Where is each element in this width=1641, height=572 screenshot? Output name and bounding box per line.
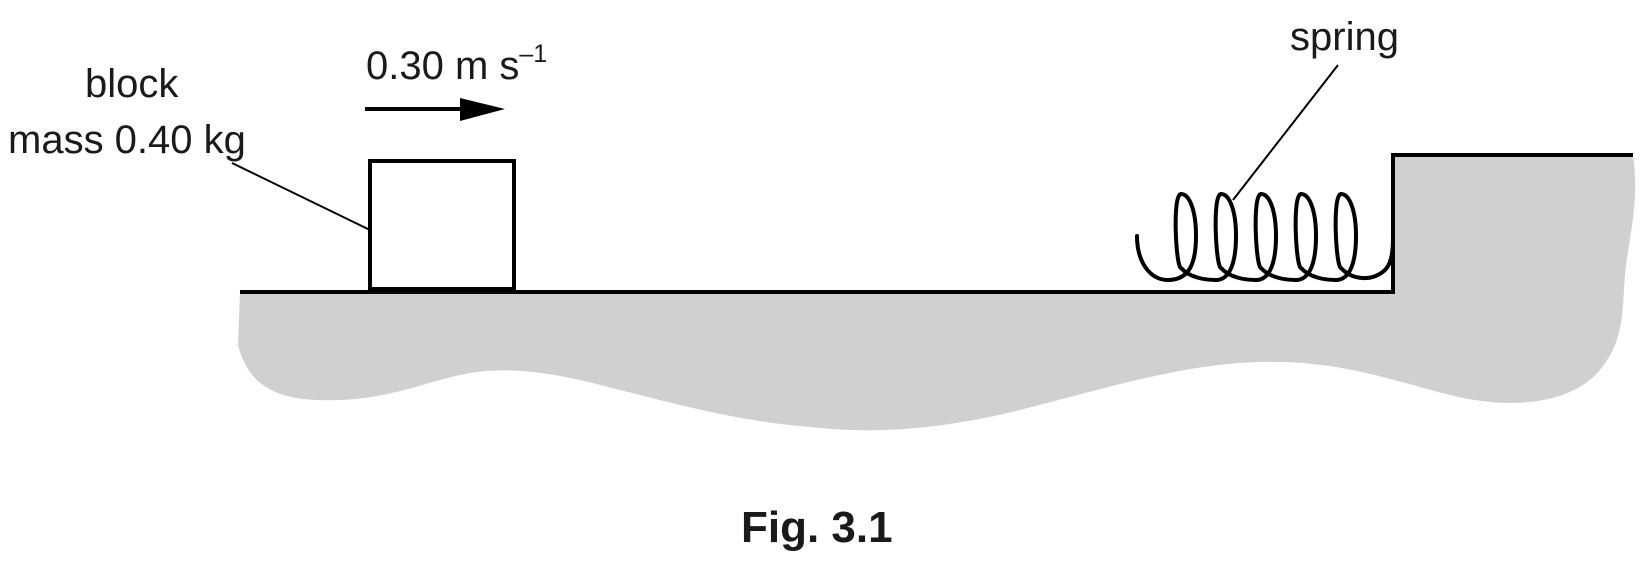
spring-leader-line (1232, 64, 1339, 201)
velocity-value: 0.30 m s (366, 44, 520, 88)
block-mass-label: mass 0.40 kg (8, 118, 246, 162)
block-leader-line (231, 162, 371, 231)
block (368, 159, 516, 291)
figure-caption: Fig. 3.1 (741, 503, 893, 552)
velocity-exponent: –1 (519, 40, 548, 68)
velocity-arrow-head (460, 98, 505, 121)
spring-label: spring (1290, 15, 1399, 59)
surface-line (240, 153, 1633, 294)
velocity-label: 0.30 m s–1 (366, 42, 547, 89)
block-label-line1: block (85, 62, 179, 106)
spring-coil (1135, 192, 1395, 282)
